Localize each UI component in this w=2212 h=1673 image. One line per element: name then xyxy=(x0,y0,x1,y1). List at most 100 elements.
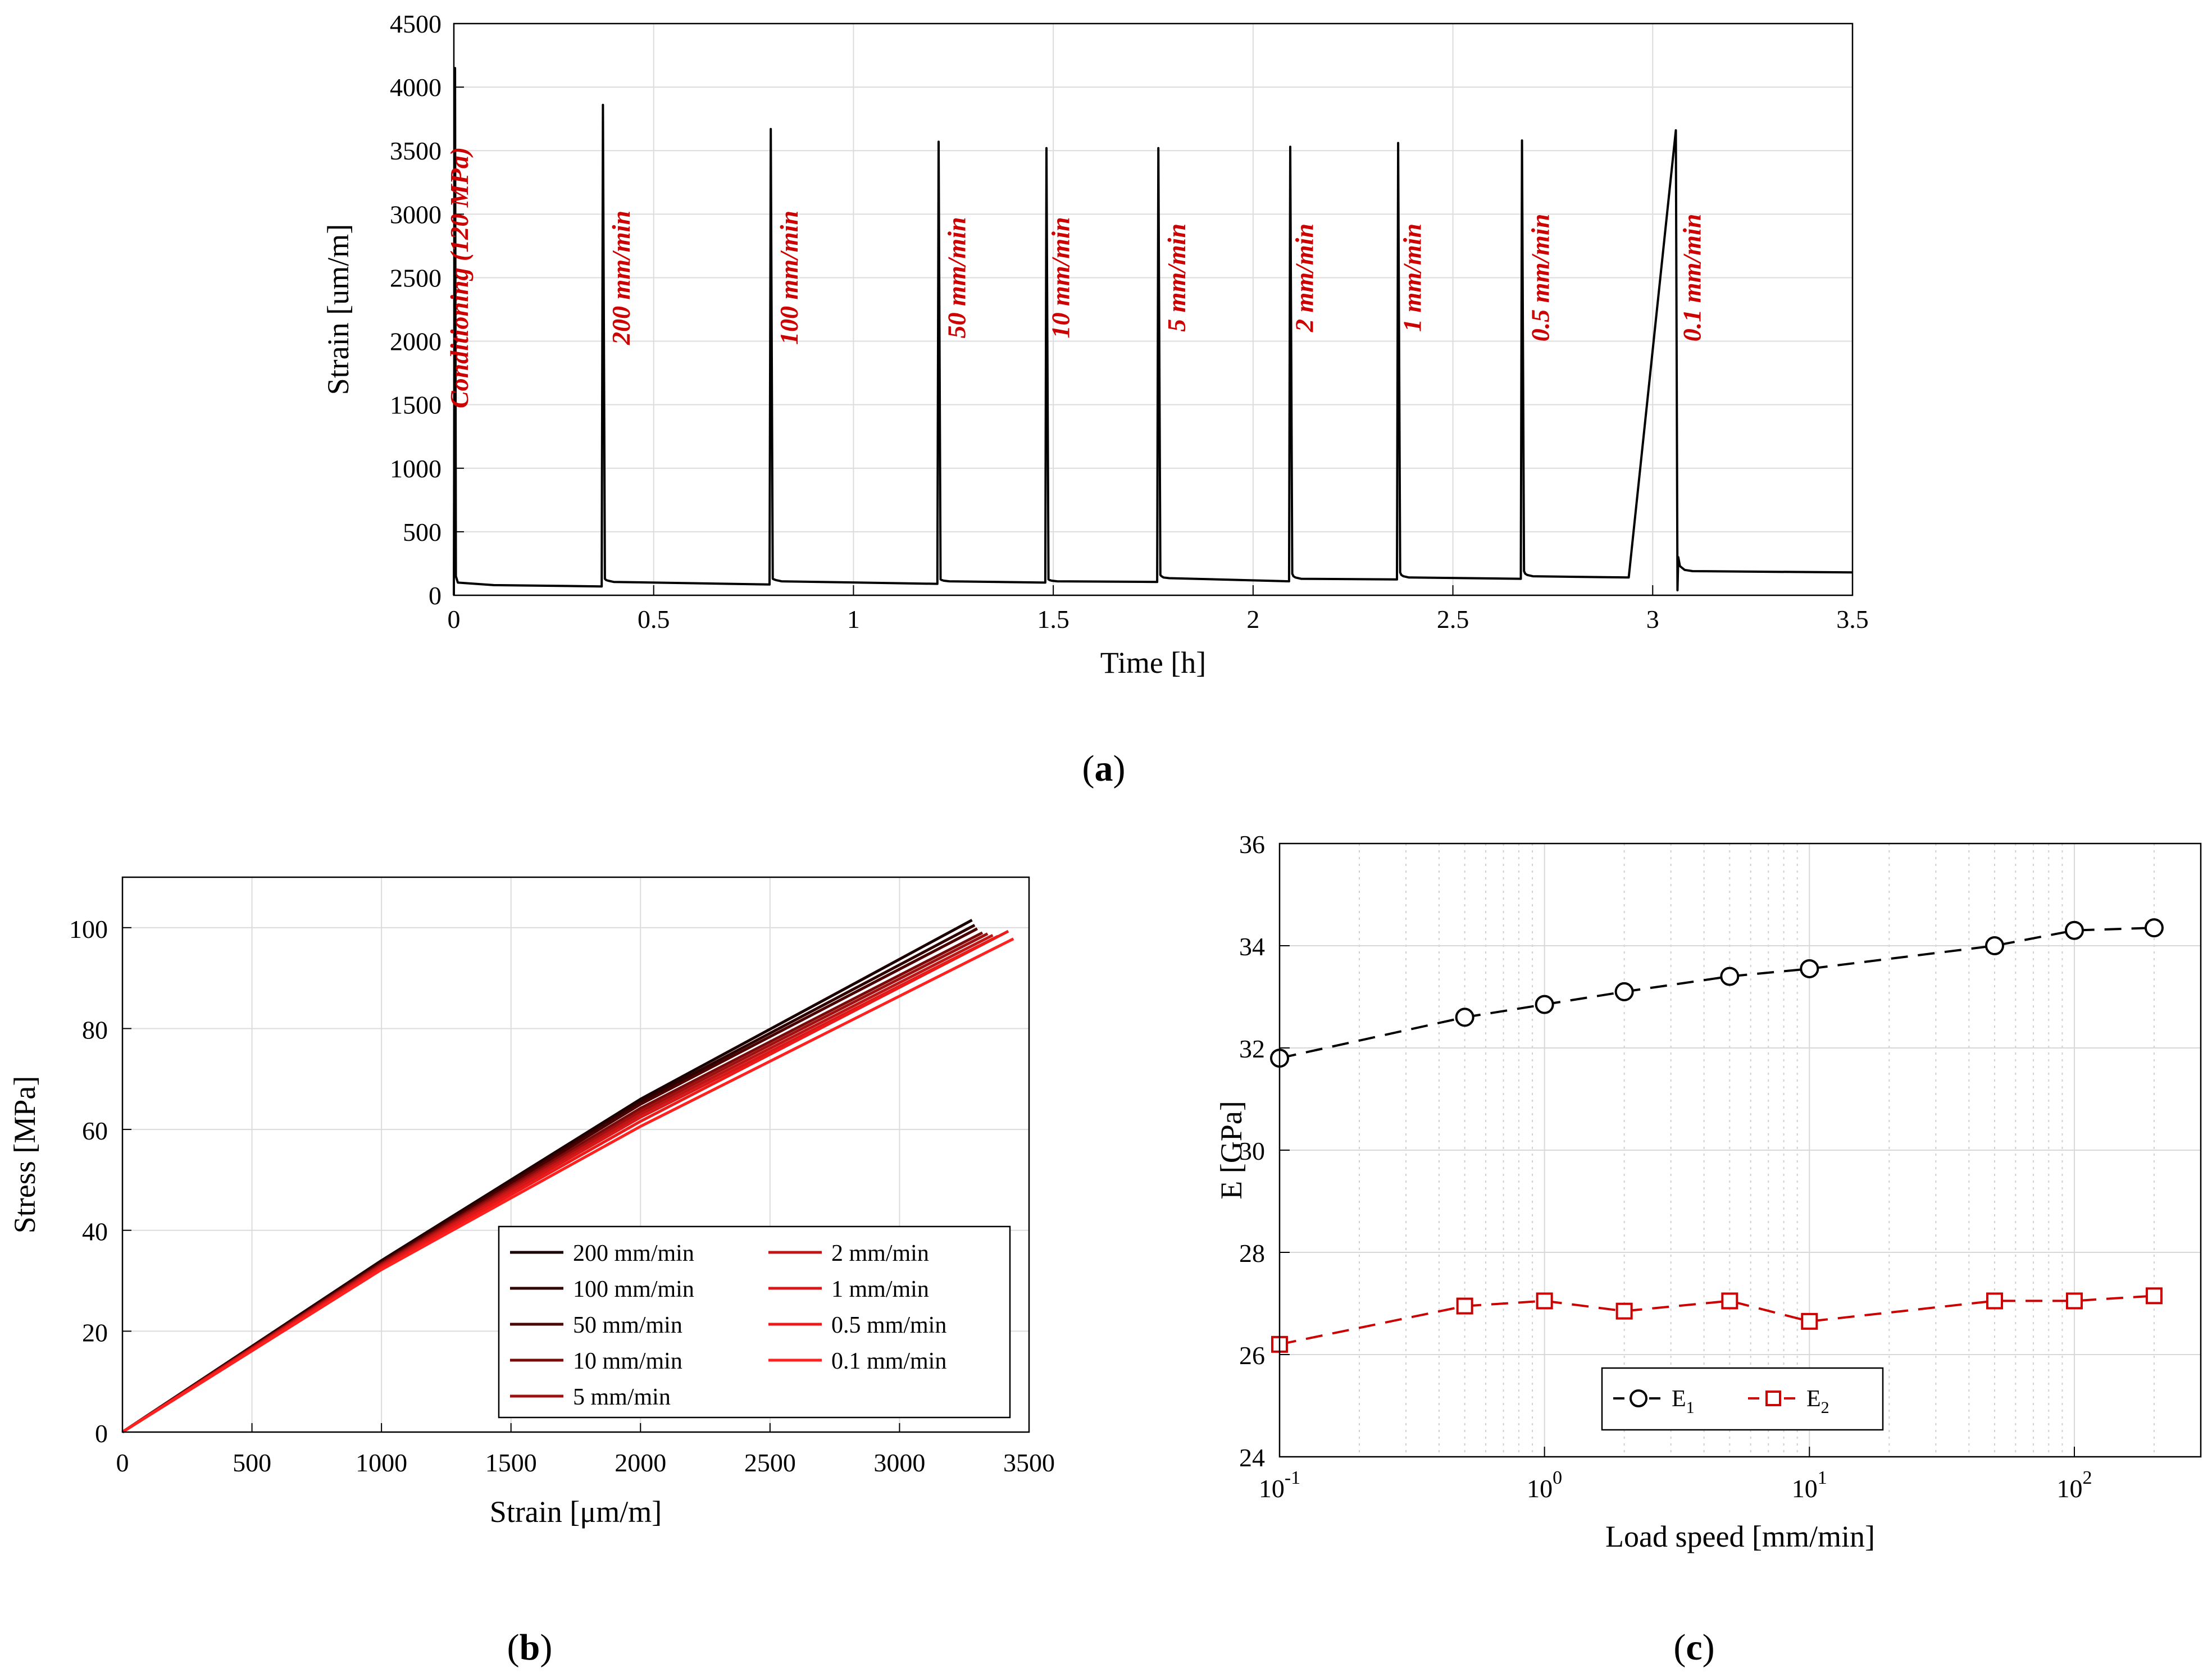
axes-frame-b xyxy=(121,876,1030,1433)
data-point-e2 xyxy=(2145,1287,2163,1305)
data-point-e1 xyxy=(1800,959,1819,978)
panel-label-a: (a) xyxy=(1082,748,1126,789)
x-tick-label: 2000 xyxy=(615,1448,666,1477)
data-point-e2 xyxy=(1615,1302,1633,1320)
y-tick-label: 4500 xyxy=(390,10,442,38)
data-point-e2 xyxy=(1721,1292,1738,1310)
x-tick-label: 500 xyxy=(233,1448,271,1477)
legend-box-c xyxy=(1601,1367,1884,1431)
annotation-label: 0.1 mm/min xyxy=(1678,214,1706,341)
panel-label-b: (b) xyxy=(507,1627,553,1668)
y-tick-label: 3000 xyxy=(390,200,442,229)
y-tick-label: 4000 xyxy=(390,73,442,102)
y-tick-label: 100 xyxy=(69,915,108,943)
y-axis-label: Strain [um/m] xyxy=(321,224,355,395)
x-tick-label: 2.5 xyxy=(1437,605,1469,633)
y-tick-label: 40 xyxy=(82,1218,108,1246)
x-tick-label: 102 xyxy=(2056,1467,2092,1503)
axes-frame-c xyxy=(1278,842,2202,1458)
x-tick-label: 0 xyxy=(116,1448,129,1477)
legend-entry-label: 1 mm/min xyxy=(831,1277,929,1302)
y-tick-label: 500 xyxy=(403,518,442,546)
y-tick-label: 26 xyxy=(1239,1341,1265,1370)
data-point-e1 xyxy=(1535,995,1554,1014)
x-tick-label: 101 xyxy=(1792,1467,1827,1503)
legend-entry-label: 2 mm/min xyxy=(831,1241,929,1266)
x-tick-label: 100 xyxy=(1527,1467,1562,1503)
x-tick-exponent: -1 xyxy=(1285,1467,1300,1488)
x-tick-label: 3500 xyxy=(1003,1448,1055,1477)
y-tick-label: 1000 xyxy=(390,454,442,483)
legend-symbol: E xyxy=(1806,1386,1821,1412)
data-point-e2 xyxy=(1456,1297,1473,1315)
data-point-e1 xyxy=(1720,967,1740,986)
chart-a-strain-vs-time: 0 0.5 1 1.5 2 2.5 3 3.5 0 500 1000 1500 2000 2500 3000… xyxy=(321,10,1869,680)
x-tick-label: 1500 xyxy=(485,1448,537,1477)
legend-entry-label: 0.5 mm/min xyxy=(831,1312,946,1338)
x-tick-exponent: 2 xyxy=(2082,1467,2092,1488)
x-tick-exponent: 0 xyxy=(1553,1467,1562,1488)
y-tick-label: 0 xyxy=(95,1419,108,1448)
panel-label-c: (c) xyxy=(1673,1627,1714,1668)
y-tick-label: 36 xyxy=(1239,830,1265,859)
y-tick-label: 60 xyxy=(82,1116,108,1145)
y-tick-label: 32 xyxy=(1239,1034,1265,1063)
x-tick-label: 10-1 xyxy=(1259,1467,1300,1503)
y-tick-label: 2000 xyxy=(390,327,442,356)
y-tick-label: 3500 xyxy=(390,136,442,165)
legend-subscript: 1 xyxy=(1686,1398,1695,1417)
legend-entry-label: E1 xyxy=(1672,1386,1695,1417)
x-tick-label: 3.5 xyxy=(1836,605,1869,633)
x-axis-label: Time [h] xyxy=(1100,646,1207,680)
x-tick-base: 10 xyxy=(1792,1474,1818,1503)
legend-entry-label: 10 mm/min xyxy=(573,1348,682,1374)
y-tick-label: 24 xyxy=(1239,1443,1265,1472)
legend-entry-label: 100 mm/min xyxy=(573,1277,694,1302)
x-tick-label: 1000 xyxy=(356,1448,407,1477)
legend-entry-label: 0.1 mm/min xyxy=(831,1348,946,1374)
x-tick-label: 1 xyxy=(847,605,860,633)
annotation-label: 5 mm/min xyxy=(1162,224,1191,332)
x-tick-exponent: 1 xyxy=(1818,1467,1827,1488)
data-point-e2 xyxy=(1801,1312,1818,1330)
annotation-label: 100 mm/min xyxy=(775,211,803,345)
plot-area-a xyxy=(454,24,1853,595)
y-tick-label: 34 xyxy=(1239,932,1265,961)
legend-marker-e2 xyxy=(1765,1391,1781,1406)
legend-entry-label: 50 mm/min xyxy=(573,1312,682,1338)
x-tick-label: 0.5 xyxy=(638,605,670,633)
y-tick-label: 2500 xyxy=(390,263,442,292)
x-tick-label: 1.5 xyxy=(1037,605,1069,633)
y-tick-label: 30 xyxy=(1239,1137,1265,1165)
x-tick-label: 3 xyxy=(1646,605,1659,633)
x-tick-base: 10 xyxy=(1527,1474,1553,1503)
y-tick-label: 80 xyxy=(82,1015,108,1044)
y-tick-label: 1500 xyxy=(390,391,442,420)
annotation-label: 0.5 mm/min xyxy=(1526,214,1554,341)
y-axis-label: E [GPa] xyxy=(1214,1101,1248,1199)
annotation-label: Conditioning (120 MPa) xyxy=(445,147,474,408)
chart-b-stress-vs-strain: 0 500 1000 1500 2000 2500 3000 3500 0 20 40 60 80 100… xyxy=(8,876,1055,1529)
axes-frame-a xyxy=(453,22,1854,596)
annotation-label: 1 mm/min xyxy=(1398,224,1427,332)
annotation-label: 10 mm/min xyxy=(1046,217,1075,338)
legend-entry-label: E2 xyxy=(1806,1386,1829,1417)
y-tick-label: 28 xyxy=(1239,1239,1265,1268)
legend-marker-e1 xyxy=(1630,1389,1647,1407)
x-axis-label: Strain [μm/m] xyxy=(490,1495,662,1529)
legend-entry-label: 200 mm/min xyxy=(573,1241,694,1266)
annotation-label: 200 mm/min xyxy=(607,211,635,345)
x-tick-label: 3000 xyxy=(873,1448,925,1477)
data-point-e1 xyxy=(1614,982,1634,1001)
annotation-label: 50 mm/min xyxy=(943,217,971,338)
x-axis-label: Load speed [mm/min] xyxy=(1605,1520,1875,1553)
data-point-e2 xyxy=(2065,1292,2083,1310)
x-tick-base: 10 xyxy=(1259,1474,1285,1503)
series-line-strain xyxy=(453,67,1853,596)
data-point-e1 xyxy=(2064,920,2084,940)
data-point-e2 xyxy=(1986,1292,2003,1310)
y-tick-label: 20 xyxy=(82,1318,108,1347)
series-line-e1 xyxy=(1279,927,2154,1060)
legend-symbol: E xyxy=(1672,1386,1686,1412)
